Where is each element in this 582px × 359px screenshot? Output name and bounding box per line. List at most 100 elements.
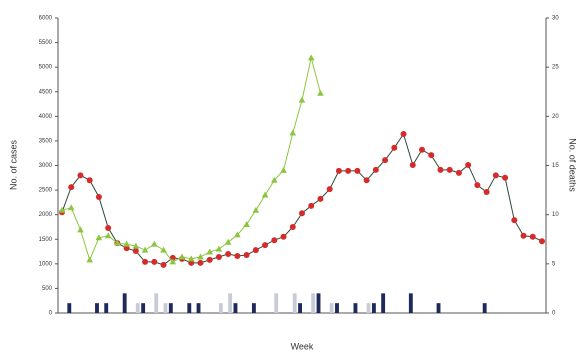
y2-tick-label: 10	[552, 212, 559, 218]
y-axis-label: No. of cases	[8, 139, 18, 190]
marker	[539, 238, 545, 245]
y-tick-label: 4000	[39, 114, 53, 120]
marker	[105, 224, 112, 231]
marker	[372, 166, 379, 173]
marker	[234, 252, 241, 259]
y2-tick-label: 5	[552, 261, 556, 267]
bar	[196, 303, 201, 313]
bar	[274, 293, 279, 313]
bar	[335, 303, 339, 313]
marker	[67, 204, 75, 211]
x-axis-label: Week	[291, 341, 314, 351]
marker	[262, 242, 269, 249]
marker	[86, 256, 93, 263]
marker	[142, 258, 149, 265]
marker	[307, 54, 315, 61]
marker	[474, 182, 481, 189]
marker	[77, 226, 84, 233]
marker	[271, 176, 278, 183]
marker	[400, 131, 407, 138]
marker	[529, 233, 536, 240]
series-line	[61, 57, 321, 263]
marker	[132, 248, 139, 255]
marker	[160, 246, 167, 253]
bar	[311, 293, 316, 313]
y2-tick-label: 30	[552, 16, 559, 22]
bar	[122, 293, 127, 313]
marker	[382, 157, 389, 164]
y2-tick-label: 0	[552, 311, 556, 317]
bar	[298, 303, 302, 313]
marker	[114, 239, 121, 246]
y-tick-label: 5500	[39, 40, 53, 46]
marker	[345, 167, 352, 174]
marker	[299, 210, 305, 217]
marker	[225, 251, 232, 257]
marker	[141, 246, 149, 253]
bar	[381, 293, 386, 313]
marker	[335, 167, 342, 174]
marker	[280, 166, 287, 173]
y2-tick-label: 15	[552, 163, 559, 169]
marker	[289, 129, 297, 136]
marker	[492, 172, 499, 179]
marker	[298, 96, 306, 103]
bar	[168, 303, 173, 313]
y-tick-label: 3000	[39, 163, 53, 169]
marker	[289, 223, 296, 230]
marker	[465, 162, 472, 169]
marker	[132, 242, 140, 249]
marker	[502, 174, 509, 181]
bar	[233, 303, 238, 313]
marker	[234, 231, 241, 238]
bar	[251, 303, 256, 313]
marker	[409, 162, 416, 169]
y-tick-label: 5000	[39, 65, 53, 71]
bar	[154, 293, 159, 313]
bar	[141, 303, 146, 313]
marker	[215, 245, 223, 252]
marker	[68, 184, 75, 191]
marker	[215, 253, 222, 260]
y-tick-label: 2000	[39, 212, 53, 218]
y2-tick-label: 20	[552, 114, 559, 120]
marker	[437, 166, 444, 173]
bar	[353, 303, 358, 313]
bar	[104, 303, 109, 313]
marker	[224, 238, 232, 245]
marker	[123, 240, 130, 247]
bar	[187, 303, 192, 313]
marker	[58, 206, 66, 213]
y-tick-label: 4500	[39, 89, 53, 95]
marker	[455, 169, 462, 176]
marker	[428, 152, 435, 159]
y2-axis-label: No. of deaths	[568, 138, 578, 192]
bar	[292, 293, 297, 313]
marker	[104, 232, 112, 239]
marker	[197, 259, 204, 266]
marker	[95, 193, 102, 200]
bar	[95, 303, 99, 313]
y-tick-label: 2500	[39, 188, 53, 194]
marker	[206, 256, 213, 263]
marker	[197, 253, 204, 260]
bar	[163, 303, 168, 313]
marker	[243, 221, 250, 227]
bar	[436, 303, 441, 313]
bar	[218, 303, 223, 313]
y2-tick-label: 25	[552, 65, 559, 71]
marker	[511, 217, 518, 224]
marker	[243, 251, 250, 258]
marker	[77, 172, 84, 179]
y-tick-label: 6000	[39, 16, 53, 22]
bar	[482, 303, 487, 313]
marker	[252, 206, 260, 213]
marker	[178, 253, 186, 260]
y-tick-label: 3500	[39, 138, 53, 144]
bar	[408, 293, 413, 313]
marker	[354, 167, 361, 174]
marker	[363, 177, 370, 184]
marker	[483, 189, 490, 196]
y-tick-label: 1500	[39, 237, 53, 243]
